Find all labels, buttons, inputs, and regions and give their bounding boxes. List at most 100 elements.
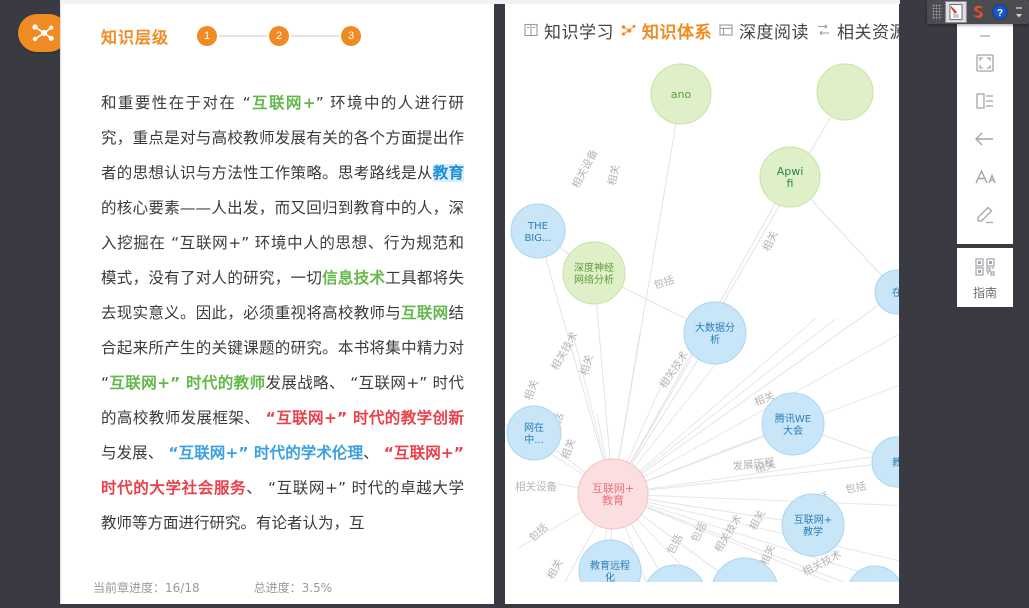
minimize-bar-icon[interactable] (957, 28, 1013, 44)
graph-tab-label: 相关资源 (837, 22, 899, 43)
graph-node-circle (761, 392, 825, 456)
graph-node[interactable]: THEBIG... (510, 203, 566, 259)
graph-edge (612, 493, 870, 576)
page-title: 知识层级 (101, 28, 170, 47)
graph-node-circle (849, 565, 899, 582)
paragraph-run: 互联网+ (250, 94, 316, 112)
step-dot-3[interactable]: 3 (341, 26, 362, 46)
chapter-progress: 当前章进度：16/18 (93, 579, 200, 596)
chevron-updown-icon[interactable] (1011, 1, 1027, 23)
step-indicator: 1 2 3 (197, 26, 362, 46)
graph-canvas[interactable]: 相关设备相关相关包括相关技术相关相关包括相关技术相关相关相关设备相关发展历程包括… (505, 56, 899, 582)
paragraph-run: 互联网+” 时代的教师 (109, 374, 266, 392)
graph-edge (612, 493, 899, 506)
graph-node-circle (683, 301, 747, 365)
highlighter-pen-icon[interactable] (957, 196, 1013, 234)
paragraph-run: 的核心要素——人出发，而又回归到教育中的人，深入挖掘在 “互联网+” 环境中人的… (101, 199, 464, 287)
graph-node-label: THE (527, 221, 548, 232)
graph-node-label: 腾讯WE (775, 412, 811, 425)
paragraph-run: “互联网+” 时代的教学创新 (265, 409, 464, 427)
graph-node-label: 中... (524, 433, 544, 446)
paragraph-run: 互联网 (401, 304, 449, 322)
notepad-icon (949, 4, 963, 20)
graph-node-circle (510, 203, 566, 259)
panel-layout-icon (718, 22, 734, 38)
chapter-progress-label: 当前章进度： (93, 580, 166, 595)
layout-icon[interactable] (957, 82, 1013, 120)
graph-node-circle (871, 436, 899, 488)
chapter-progress-value: 16/18 (165, 580, 200, 595)
graph-node[interactable]: 网在中... (506, 405, 562, 461)
drag-handle-icon[interactable] (932, 4, 942, 20)
graph-edge-label: 相关 (753, 457, 777, 475)
graph-node[interactable]: 互联网+教学 (781, 493, 845, 557)
graph-edge (537, 230, 614, 495)
graph-node[interactable]: 在 (874, 269, 899, 315)
left-rail (0, 0, 68, 608)
knowledge-graph-icon (32, 24, 54, 42)
graph-node-label: BIG... (524, 233, 551, 244)
step-dot-1[interactable]: 1 (197, 26, 218, 46)
graph-edge-label: 相关 (760, 228, 781, 253)
paragraph-run: “互联网+” 时代的学术伦理 (168, 444, 364, 462)
font-size-icon[interactable] (957, 158, 1013, 196)
graph-edge (612, 493, 831, 582)
graph-edge-label: 相关 (544, 556, 566, 581)
graph-node-label: ano (671, 88, 692, 101)
graph-node-label: 化 (605, 571, 615, 582)
graph-tab-4[interactable]: 相关资源 (815, 18, 899, 43)
graph-node-circle (874, 269, 899, 315)
paragraph-run: 与发展、 (101, 444, 169, 462)
graph-tab-3[interactable]: 深度阅读 (718, 18, 809, 43)
graph-edge-label: 相关技术 (548, 329, 581, 372)
graph-node[interactable] (816, 63, 874, 121)
reader-header: 知识层级 1 2 3 (61, 4, 494, 68)
graph-edge (612, 318, 816, 495)
step-connector-1 (219, 35, 268, 37)
graph-nodes-icon (620, 22, 637, 38)
fullscreen-icon[interactable] (957, 44, 1013, 82)
graph-node-circle (712, 557, 778, 582)
back-arrow-icon[interactable] (957, 120, 1013, 158)
graph-edge-label: 相关 (522, 377, 542, 402)
graph-node[interactable]: ano (650, 63, 712, 125)
graph-node-label: fi (787, 177, 794, 190)
ime-notepad-button[interactable] (945, 1, 967, 23)
paragraph-run: 信息技术 (322, 269, 386, 287)
graph-edge-label: 相关 (577, 353, 595, 377)
graph-edge (612, 493, 845, 582)
ime-help-button[interactable]: ? (989, 1, 1011, 23)
graph-node[interactable]: 教师智慧 (712, 557, 778, 582)
graph-edge (612, 318, 837, 495)
ime-floating-toolbar: ? (927, 0, 1029, 24)
tool-sidebar (957, 22, 1013, 244)
graph-tab-1[interactable]: 知识学习 (523, 18, 614, 43)
graph-node-circle (650, 63, 712, 125)
total-progress-value: 3.5% (301, 580, 333, 595)
graph-edge (612, 452, 899, 495)
graph-edge-label: 包括 (526, 520, 551, 544)
graph-node-circle (506, 405, 562, 461)
graph-node[interactable]: 教 (871, 436, 899, 488)
graph-edge (593, 272, 614, 495)
graph-tab-2[interactable]: 知识体系 (620, 18, 712, 43)
svg-text:?: ? (997, 8, 1003, 19)
step-dot-2[interactable]: 2 (269, 26, 290, 46)
total-progress-label: 总进度： (253, 580, 302, 595)
graph-edge-label: 相关设备 (569, 147, 600, 191)
graph-node[interactable]: 互联网+教育 (577, 458, 649, 530)
graph-node[interactable] (847, 565, 899, 582)
guide-button[interactable]: 指南 (957, 248, 1013, 307)
graph-node-circle (816, 63, 874, 121)
graph-edge (612, 291, 898, 495)
knowledge-graph-logo-button[interactable] (18, 14, 68, 52)
graph-edge-label: 相关 (746, 507, 768, 532)
ime-sogou-button[interactable] (967, 1, 989, 23)
graph-node[interactable]: 互联网+ (644, 564, 706, 582)
